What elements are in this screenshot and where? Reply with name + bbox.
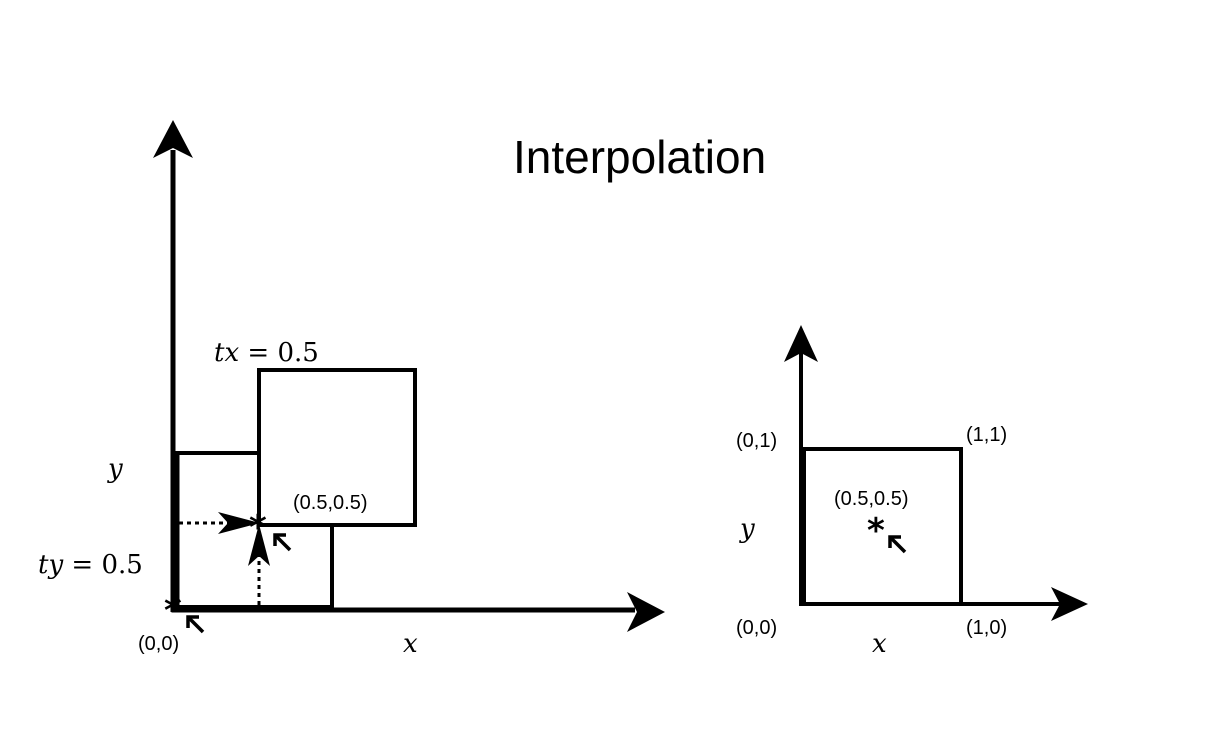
right-corner-11-label: (1,1) xyxy=(966,424,1007,446)
left-midpoint-marker: * xyxy=(249,508,267,548)
left-origin-pointer-arrow xyxy=(186,615,205,634)
left-shifted-square xyxy=(257,368,417,527)
right-y-axis-arrowhead xyxy=(784,325,818,362)
left-x-axis-label: x xyxy=(403,629,418,659)
right-corner-00-label: (0,0) xyxy=(736,617,777,639)
right-x-axis-label: x xyxy=(872,629,887,659)
right-y-axis-label: y xyxy=(739,514,755,544)
dotted-horizontal-arrowhead xyxy=(218,512,260,534)
left-y-axis-arrowhead xyxy=(153,120,193,158)
left-origin-marker: * xyxy=(164,591,182,631)
right-corner-10-label: (1,0) xyxy=(966,617,1007,639)
left-x-axis-arrowhead xyxy=(627,592,665,632)
left-origin-label: (0,0) xyxy=(138,633,179,655)
dotted-vertical-arrowhead xyxy=(248,524,270,566)
diagram-title: Interpolation xyxy=(513,131,766,183)
left-midpoint-label: (0.5,0.5) xyxy=(293,492,367,514)
right-corner-01-label: (0,1) xyxy=(736,430,777,452)
right-midpoint-marker: * xyxy=(867,511,885,551)
left-midpoint-pointer-arrow xyxy=(273,533,292,552)
right-midpoint-pointer-arrow xyxy=(888,535,907,554)
right-x-axis-arrowhead xyxy=(1051,587,1088,621)
left-tx-label: tx = 0.5 xyxy=(214,338,319,368)
right-midpoint-label: (0.5,0.5) xyxy=(834,488,908,510)
left-y-axis-label: y xyxy=(107,454,123,484)
left-ty-label: ty = 0.5 xyxy=(38,550,143,580)
